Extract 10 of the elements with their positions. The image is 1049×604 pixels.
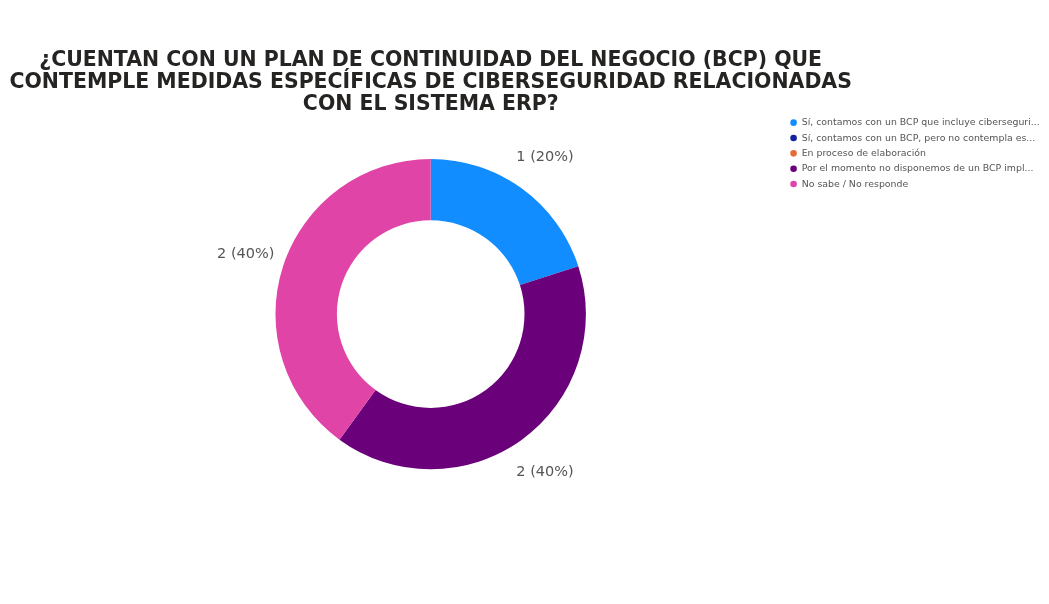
chart-title: ¿CUENTAN CON UN PLAN DE CONTINUIDAD DEL NEGOCIO (BCP) QUE CONTEMPLE MEDIDAS ESPECÍFICAS DE CIBERSEGURIDAD RELACIONADAS CON EL SISTEMA ERP?	[9, 46, 852, 116]
legend-label: No sabe / No responde	[801, 177, 909, 189]
legend-label: En proceso de elaboración	[801, 146, 926, 158]
legend-label: Sí, contamos con un BCP que incluye ciberseguri...	[801, 116, 1040, 128]
data-label: 1 (20%)	[516, 148, 574, 165]
donut-slice	[275, 158, 431, 440]
legend-label: Por el momento no disponemos de un BCP impl...	[801, 162, 1034, 174]
legend-label: Sí, contamos con un BCP, pero no contempla es...	[801, 131, 1036, 143]
data-label: 2 (40%)	[516, 462, 574, 479]
data-label: 2 (40%)	[217, 245, 275, 262]
